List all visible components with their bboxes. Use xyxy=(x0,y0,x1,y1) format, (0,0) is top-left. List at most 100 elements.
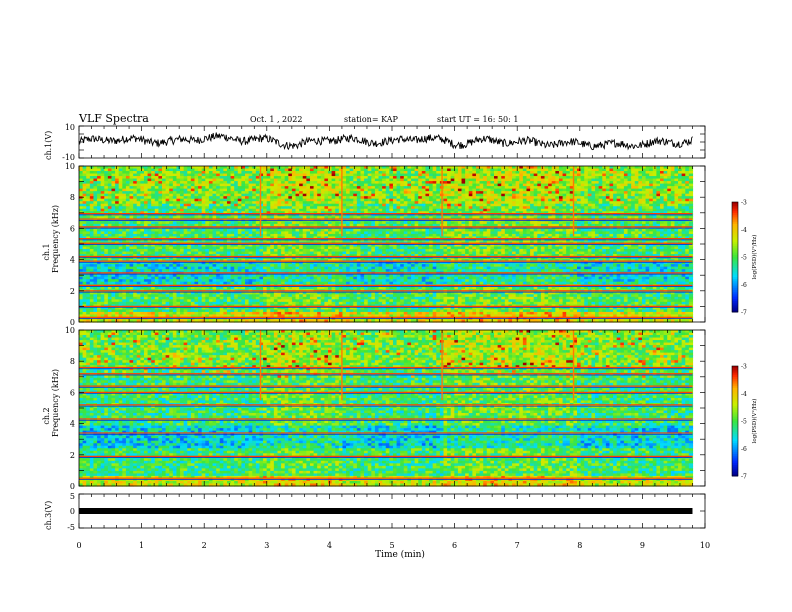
spectrogram-cell xyxy=(216,211,221,215)
spectrogram-cell xyxy=(490,181,495,185)
spectrogram-cell xyxy=(548,181,553,185)
spectrogram-cell xyxy=(360,216,365,220)
spectrogram-cell xyxy=(237,186,242,190)
spectrogram-cell xyxy=(299,168,304,172)
spectrogram-cell xyxy=(219,196,224,200)
spectrogram-cell xyxy=(512,166,517,170)
spectrogram-cell xyxy=(226,216,232,220)
spectrogram-cell xyxy=(515,176,520,180)
spectrogram-cell xyxy=(663,188,668,192)
spectrogram-cell xyxy=(688,178,694,182)
spectrogram-cell xyxy=(190,211,196,215)
spectrogram-cell xyxy=(472,206,477,210)
spectrogram-cell xyxy=(154,176,159,180)
spectrogram-cell xyxy=(198,198,203,202)
spectrogram-cell xyxy=(685,173,690,177)
spectrogram-cell xyxy=(93,183,98,187)
spectrogram-cell xyxy=(335,193,340,197)
spectrogram-cell xyxy=(125,206,131,210)
spectrogram-cell xyxy=(270,188,275,192)
spectrogram-cell xyxy=(465,176,470,180)
spectrogram-cell xyxy=(374,213,380,217)
spectrogram-cell xyxy=(573,181,578,185)
spectrogram-cell xyxy=(346,186,351,190)
spectrogram-cell xyxy=(403,211,408,215)
spectrogram-cell xyxy=(382,193,387,197)
spectrogram-cell xyxy=(378,191,383,195)
spectrogram-cell xyxy=(140,201,145,205)
spectrogram-cell xyxy=(483,166,488,170)
spectrogram-cell xyxy=(533,168,538,172)
spectrogram-cell xyxy=(631,196,636,200)
spectrogram-cell xyxy=(613,183,618,187)
spectrogram-cell xyxy=(219,193,224,197)
spectrogram-cell xyxy=(396,208,401,212)
spectrogram-cell xyxy=(638,211,643,215)
spectrogram-cell xyxy=(515,203,520,207)
spectrogram-cell xyxy=(129,176,134,180)
spectrogram-cell xyxy=(266,211,271,215)
spectrogram-cell xyxy=(595,193,600,197)
spectrogram-cell xyxy=(187,196,192,200)
spectrogram-cell xyxy=(392,168,398,172)
spectrogram-cell xyxy=(136,211,141,215)
spectrogram-cell xyxy=(685,211,690,215)
spectrogram-cell xyxy=(674,166,679,170)
spectrogram-cell xyxy=(328,206,333,210)
spectrogram-cell xyxy=(180,213,185,217)
spectrogram-cell xyxy=(353,208,358,212)
spectrogram-cell xyxy=(270,173,275,177)
spectrogram-cell xyxy=(338,168,344,172)
spectrogram-cell xyxy=(133,193,138,197)
spectrogram-cell xyxy=(663,186,668,190)
spectrogram-cell xyxy=(555,193,560,197)
spectrogram-cell xyxy=(349,183,354,187)
spectrogram-cell xyxy=(248,201,253,205)
spectrogram-cell xyxy=(324,206,329,210)
spectrogram-cell xyxy=(378,206,383,210)
spectrogram-cell xyxy=(216,191,221,195)
spectrogram-cell xyxy=(158,168,163,172)
spectrogram-cell xyxy=(544,186,549,190)
spectrogram-cell xyxy=(634,191,639,195)
spectrogram-cell xyxy=(627,181,632,185)
spectrogram-cell xyxy=(421,191,427,195)
spectrogram-cell xyxy=(190,206,196,210)
spectrogram-cell xyxy=(165,188,170,192)
spectrogram-cell xyxy=(418,186,423,190)
spectrogram-cell xyxy=(512,186,517,190)
spectrogram-cell xyxy=(284,208,289,212)
spectrogram-cell xyxy=(400,211,405,215)
spectrogram-cell xyxy=(86,183,91,187)
spectrogram-cell xyxy=(522,203,528,207)
spectrogram-cell xyxy=(259,191,264,195)
spectrogram-cell xyxy=(82,178,87,182)
spectrogram-cell xyxy=(620,168,625,172)
spectrogram-cell xyxy=(151,201,156,205)
spectrogram-cell xyxy=(266,216,271,220)
spectrogram-cell xyxy=(306,166,311,170)
spectrogram-cell xyxy=(674,168,679,172)
spectrogram-cell xyxy=(577,203,582,207)
spectrogram-cell xyxy=(497,183,502,187)
spectrogram-cell xyxy=(385,168,390,172)
spectrogram-cell xyxy=(436,171,441,175)
spectrogram-cell xyxy=(230,173,235,177)
spectrogram-cell xyxy=(483,193,488,197)
spectrogram-cell xyxy=(638,203,643,207)
spectrogram-cell xyxy=(306,203,311,207)
spectrogram-cell xyxy=(346,216,351,220)
spectrogram-cell xyxy=(281,198,286,202)
spectrogram-cell xyxy=(667,181,672,185)
spectrogram-cell xyxy=(154,216,159,220)
spectrogram-cell xyxy=(551,213,556,217)
spectrogram-cell xyxy=(367,178,372,182)
spectrogram-cell xyxy=(562,168,567,172)
spectrogram-cell xyxy=(364,193,369,197)
spectrogram-cell xyxy=(367,206,372,210)
spectrogram-cell xyxy=(356,181,362,185)
spectrogram-cell xyxy=(212,183,217,187)
spectrogram-cell xyxy=(219,178,224,182)
spectrogram-cell xyxy=(674,203,679,207)
spectrogram-cell xyxy=(172,203,178,207)
